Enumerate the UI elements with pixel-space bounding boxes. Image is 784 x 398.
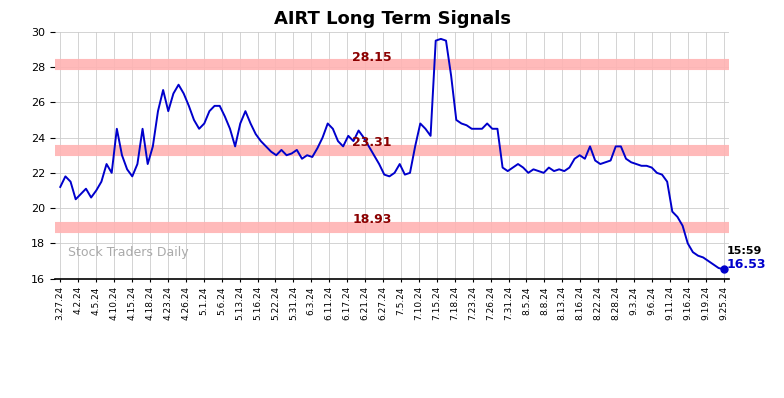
Text: 16.53: 16.53 [727,258,766,271]
Text: Stock Traders Daily: Stock Traders Daily [68,246,189,259]
Title: AIRT Long Term Signals: AIRT Long Term Signals [274,10,510,27]
Text: 18.93: 18.93 [353,213,392,226]
Text: 15:59: 15:59 [727,246,762,256]
Text: 28.15: 28.15 [352,51,392,64]
Text: 23.31: 23.31 [352,136,392,149]
